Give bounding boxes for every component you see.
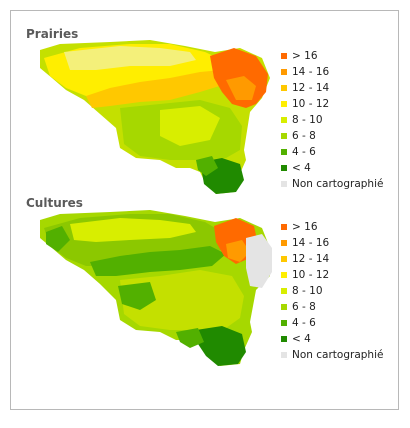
zone-orange-belt <box>86 70 226 108</box>
legend-item: 6 - 8 <box>281 129 316 143</box>
legend-swatch <box>281 53 287 59</box>
zone-green-center-2 <box>160 106 220 146</box>
legend-swatch <box>281 288 287 294</box>
zone-grey-unmapped <box>246 234 272 288</box>
legend-swatch <box>281 133 287 139</box>
legend-swatch <box>281 224 287 230</box>
zone-green-center-2 <box>118 282 156 310</box>
legend-item: Non cartographié <box>281 348 383 362</box>
legend-swatch <box>281 69 287 75</box>
legend-item: 4 - 6 <box>281 316 316 330</box>
legend-item: 10 - 12 <box>281 97 329 111</box>
legend-item: 8 - 10 <box>281 284 323 298</box>
legend-swatch <box>281 352 287 358</box>
legend-swatch <box>281 256 287 262</box>
legend-swatch <box>281 336 287 342</box>
legend-item: 12 - 14 <box>281 81 329 95</box>
legend-swatch <box>281 149 287 155</box>
legend-item: > 16 <box>281 49 318 63</box>
zone-darkgreen-south <box>196 326 246 366</box>
legend-item: < 4 <box>281 332 311 346</box>
legend-swatch <box>281 165 287 171</box>
legend-swatch <box>281 181 287 187</box>
legend-prairies: > 16 14 - 16 12 - 14 10 - 12 8 - 10 6 - … <box>281 49 391 199</box>
legend-item: 4 - 6 <box>281 145 316 159</box>
zone-green-belt <box>90 246 226 276</box>
legend-item: 12 - 14 <box>281 252 329 266</box>
zone-lightyellow <box>64 46 196 70</box>
panel-title-cultures: Cultures <box>26 196 83 210</box>
legend-swatch <box>281 85 287 91</box>
zone-orange-east-2 <box>226 76 256 100</box>
legend-swatch <box>281 272 287 278</box>
zone-green-south <box>176 328 204 348</box>
zone-green-south <box>196 156 218 176</box>
legend-item: < 4 <box>281 161 311 175</box>
panel-title-prairies: Prairies <box>26 27 79 41</box>
zone-orange-east-2 <box>226 240 250 262</box>
legend-item: 8 - 10 <box>281 113 323 127</box>
zone-yellow-north <box>70 218 196 242</box>
legend-cultures: > 16 14 - 16 12 - 14 10 - 12 8 - 10 6 - … <box>281 220 391 370</box>
legend-swatch <box>281 240 287 246</box>
legend-swatch <box>281 304 287 310</box>
legend-item: > 16 <box>281 220 318 234</box>
legend-swatch <box>281 117 287 123</box>
legend-item: 6 - 8 <box>281 300 316 314</box>
zone-green-west <box>46 226 70 252</box>
legend-item: 14 - 16 <box>281 65 329 79</box>
legend-swatch <box>281 101 287 107</box>
legend-swatch <box>281 320 287 326</box>
legend-item: Non cartographié <box>281 177 383 191</box>
legend-item: 14 - 16 <box>281 236 329 250</box>
legend-item: 10 - 12 <box>281 268 329 282</box>
